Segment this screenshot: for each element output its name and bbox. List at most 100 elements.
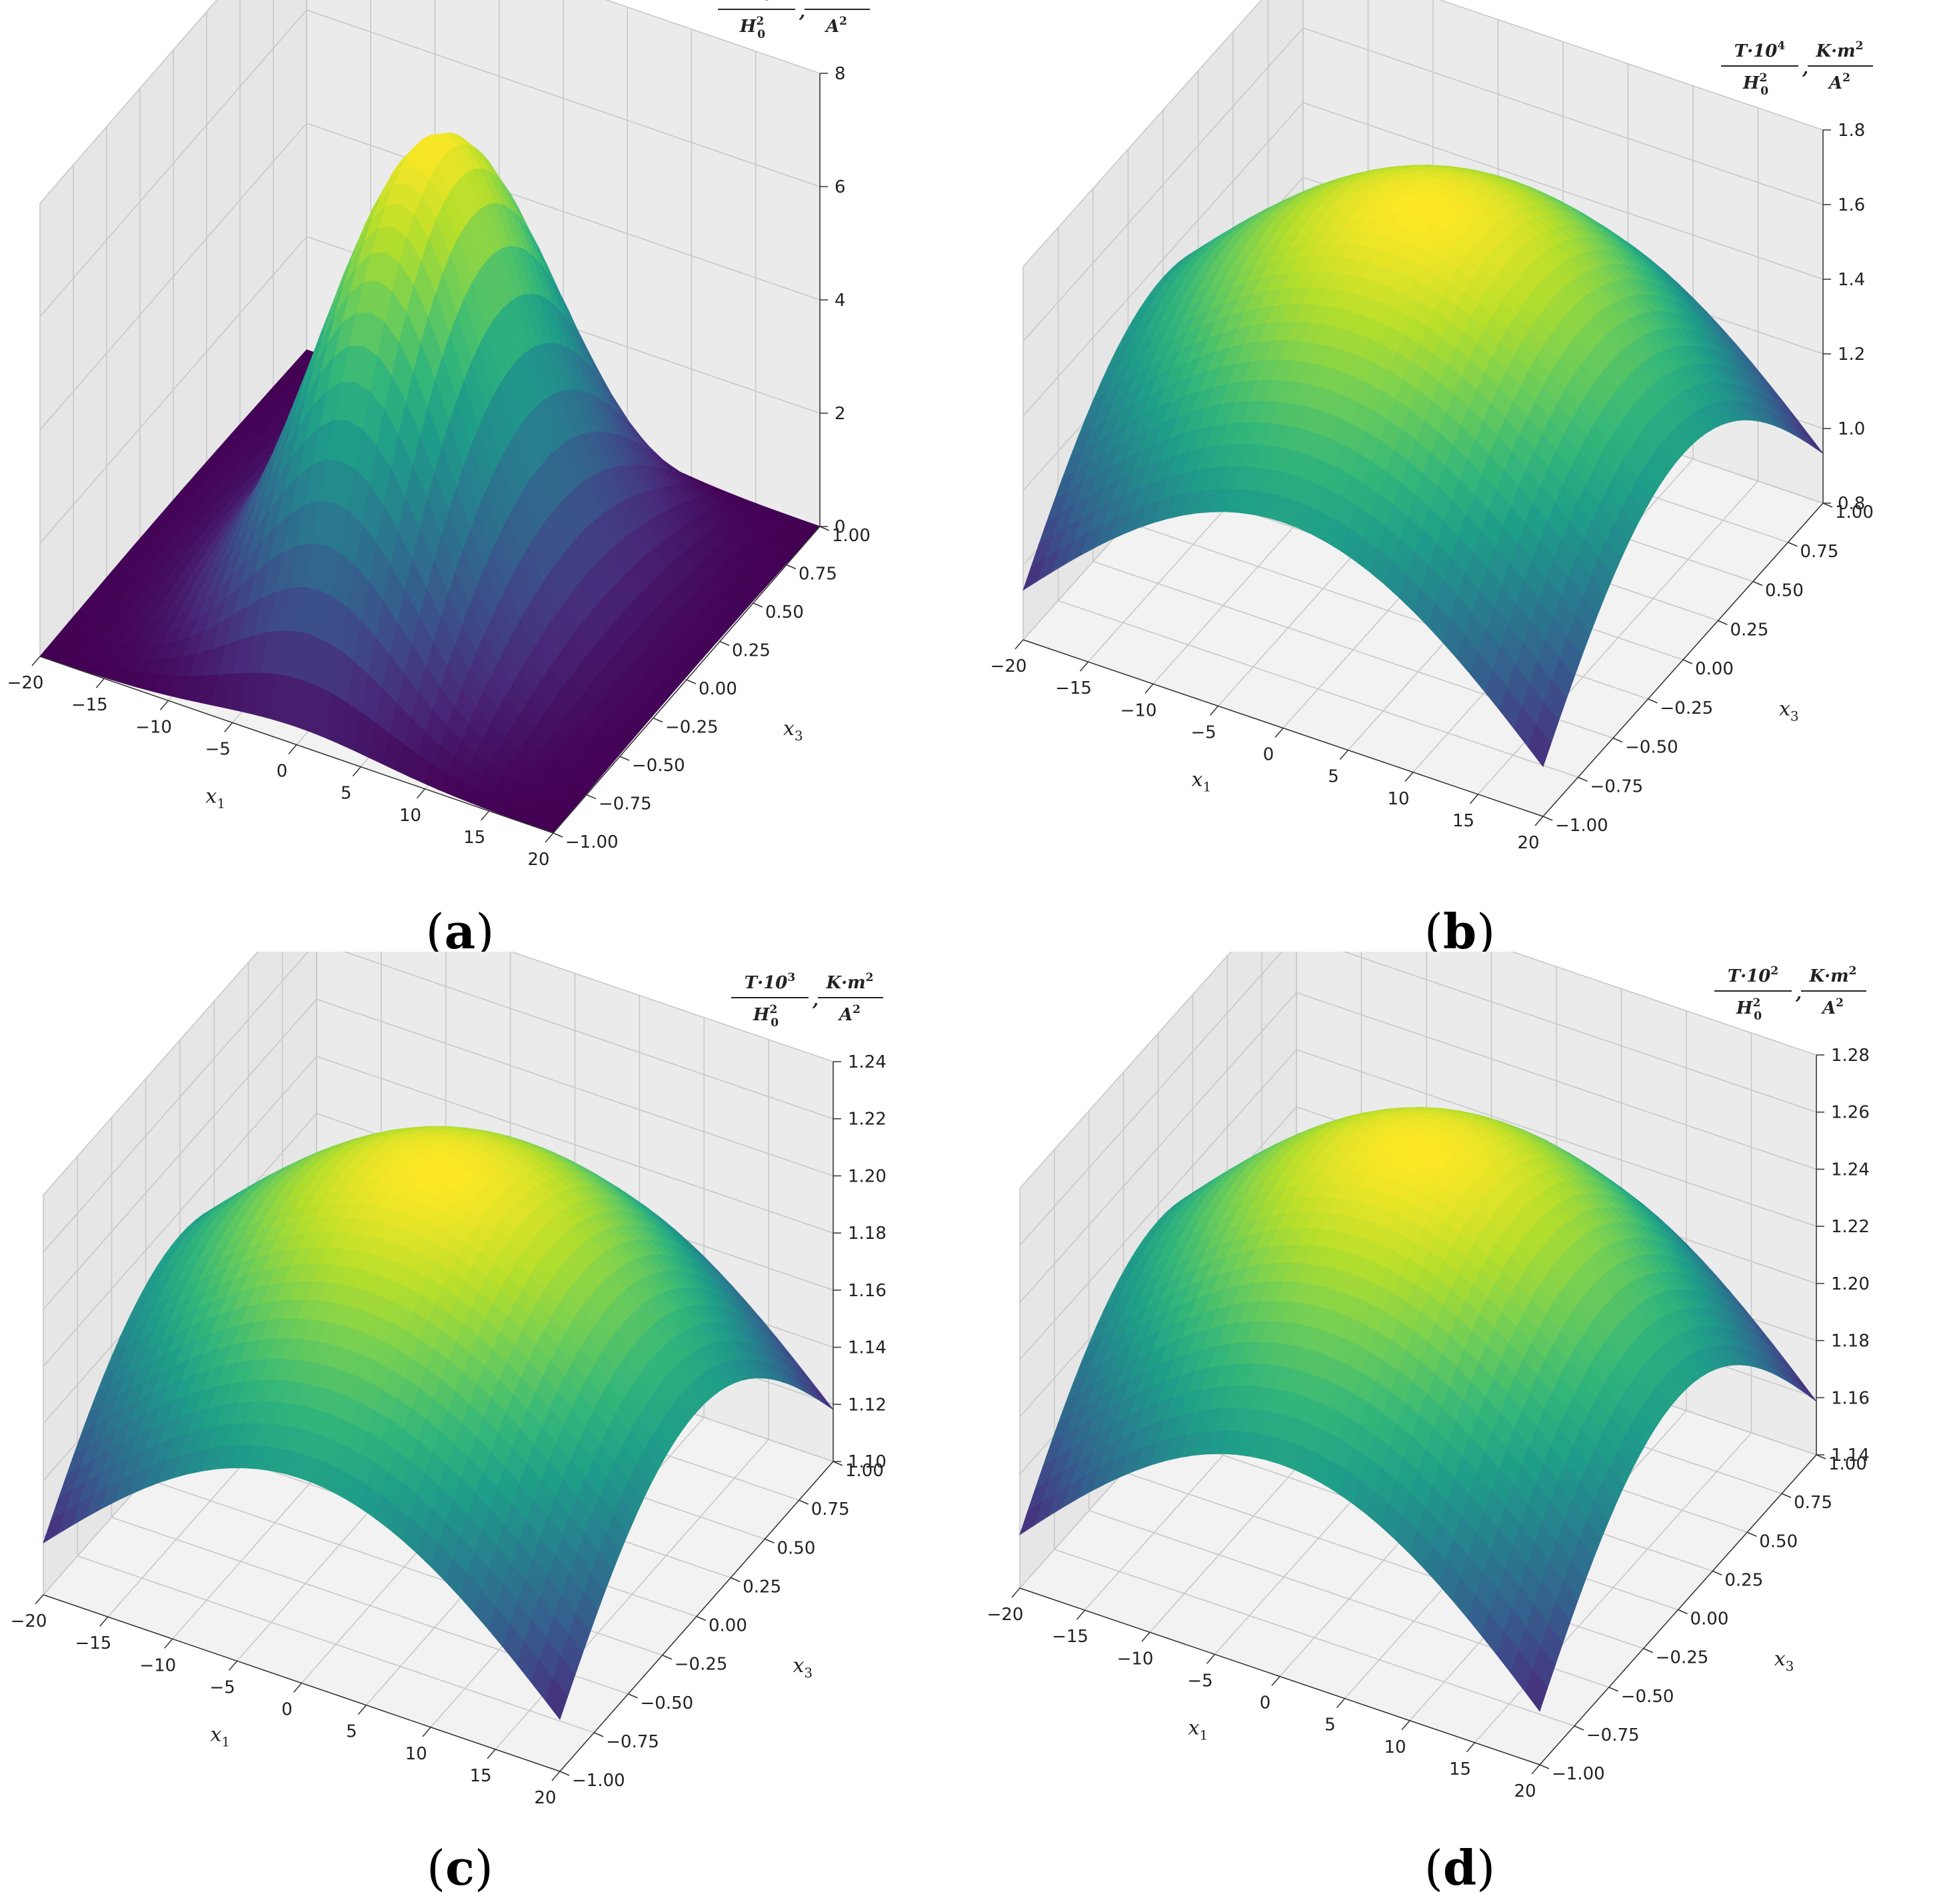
x-tick-label: 20 <box>1517 833 1539 853</box>
z-tick-label: 0 <box>835 517 846 537</box>
x-tick-mark <box>487 1749 496 1759</box>
y-tick-mark <box>799 1499 809 1505</box>
x-tick-mark <box>1534 816 1544 826</box>
x-tick-mark <box>1209 705 1219 716</box>
x-tick-label: −5 <box>1190 722 1216 742</box>
grid-z-back <box>1302 102 1824 280</box>
z-label-unit-numerator: K·m2 <box>1815 39 1863 61</box>
grid-z-back <box>316 1056 834 1234</box>
chart-panel-a: −20 −15 −10 −5 0 5 10 15 20 −1.00 −0.75 −0.50 −0.25 0… <box>0 0 966 960</box>
z-label-comma: , <box>1802 59 1808 79</box>
y-tick-label: −0.50 <box>632 756 685 776</box>
panel-label-b: (b) <box>1424 903 1496 960</box>
z-label-unit-denominator: A2 <box>1827 71 1850 93</box>
z-tick-label: 1.16 <box>848 1281 887 1301</box>
y-tick-mark <box>819 526 830 531</box>
z-tick-label: 1.0 <box>1838 419 1865 439</box>
grid-z-back <box>1438 0 1824 131</box>
x-tick-mark <box>352 766 361 777</box>
z-tick-label: 1.12 <box>848 1395 887 1415</box>
surface-facet <box>1528 724 1552 768</box>
y-tick-label: −0.25 <box>665 718 719 738</box>
grid-z-left <box>39 9 307 317</box>
z-tick-label: 1.6 <box>1838 195 1865 215</box>
surface <box>1022 165 1824 768</box>
z-tick-label: 6 <box>835 177 846 197</box>
grid-z-back <box>1296 1049 1817 1227</box>
x-tick-mark <box>1404 772 1414 782</box>
y-tick-label: −1.00 <box>572 1771 625 1791</box>
grid-z-left <box>43 998 317 1310</box>
x-tick-mark <box>545 832 554 843</box>
x-tick-mark <box>1014 639 1024 650</box>
z-label-unit-numerator: K·m2 <box>825 971 873 993</box>
y-axis-label-sub: 3 <box>804 1665 813 1681</box>
x-tick-label: −15 <box>1055 678 1092 698</box>
panel-label-a: (a) <box>425 903 495 960</box>
z-label-unit-denominator: A2 <box>837 1003 861 1025</box>
surface <box>39 133 821 834</box>
x-tick-label: 20 <box>534 1788 556 1808</box>
grid-z-back <box>605 0 821 74</box>
y-tick-label: 0.00 <box>699 679 737 699</box>
y-tick-mark <box>1682 659 1693 664</box>
z-label-unit-numerator: K·m2 <box>812 0 860 5</box>
x-tick-label: 0 <box>277 762 288 782</box>
x-axis-label-sub: 1 <box>1203 778 1212 794</box>
grid-z-back <box>509 952 834 1062</box>
x-tick-mark <box>224 722 233 732</box>
z-tick-label: 1.20 <box>848 1166 887 1186</box>
y-axis-label-sub: 3 <box>1790 708 1799 724</box>
x-tick-label: 15 <box>463 828 485 848</box>
grid-z-back <box>1342 952 1817 1113</box>
grid-z-left <box>1019 952 1232 1189</box>
y-tick-mark <box>1612 737 1623 743</box>
x-tick-mark <box>99 1616 109 1627</box>
y-tick-mark <box>1542 816 1553 821</box>
panel-label-c: (c) <box>426 1839 494 1896</box>
x-tick-label: −10 <box>135 717 172 737</box>
x-axis-label: x1 <box>1192 768 1212 794</box>
y-tick-mark <box>628 1693 638 1699</box>
y-axis-label-sub: 3 <box>795 728 803 744</box>
z-tick-label: 1.22 <box>848 1110 887 1130</box>
y-tick-label: 0.25 <box>743 1577 781 1597</box>
y-tick-label: −0.25 <box>675 1655 728 1675</box>
x-tick-mark <box>1079 661 1089 672</box>
x-tick-mark <box>551 1771 561 1781</box>
grid-z-back <box>1302 27 1824 205</box>
z-label-comma: , <box>812 990 819 1010</box>
grid-z-back <box>306 9 821 187</box>
x-tick-label: 10 <box>405 1744 427 1764</box>
grid-y-floor <box>1054 1549 1575 1727</box>
grid-z-left <box>39 123 307 431</box>
x-tick-label: 10 <box>399 806 421 826</box>
z-tick-label: 1.24 <box>848 1052 887 1072</box>
x-tick-mark <box>293 1683 303 1693</box>
y-tick-label: −1.00 <box>1555 816 1608 836</box>
x-tick-mark <box>1469 794 1479 804</box>
grid-z-back <box>316 998 834 1177</box>
y-tick-label: −0.50 <box>641 1693 694 1713</box>
chart-panel-c: −20 −15 −10 −5 0 5 10 15 20 −1.00 −0.75 −0.50 −0.25 0… <box>0 952 966 1903</box>
z-label-denominator: H2 0 <box>753 1003 779 1030</box>
x-tick-mark <box>416 788 426 799</box>
y-tick-mark <box>593 1732 604 1737</box>
y-tick-mark <box>730 1577 741 1583</box>
x-tick-label: 5 <box>346 1722 357 1742</box>
z-label-comma: , <box>799 2 805 22</box>
z-tick-label: 8 <box>835 64 846 84</box>
x-tick-label: 15 <box>470 1766 492 1786</box>
z-label-denominator: H2 0 <box>739 15 765 41</box>
surface-plot-d: −20−15−10−505101520−1.00−0.75−0.50−0.250… <box>987 952 1870 1801</box>
x-tick-mark <box>422 1727 431 1737</box>
grid-z-back <box>343 952 834 1120</box>
y-tick-mark <box>696 1615 707 1621</box>
x-tick-mark <box>164 1638 173 1649</box>
z-tick-label: 4 <box>835 291 846 311</box>
y-tick-mark <box>653 717 663 723</box>
surface <box>1019 1107 1817 1712</box>
x-tick-label: −20 <box>990 656 1027 676</box>
y-tick-mark <box>1822 502 1833 508</box>
z-tick-label: 0.8 <box>1838 494 1865 514</box>
